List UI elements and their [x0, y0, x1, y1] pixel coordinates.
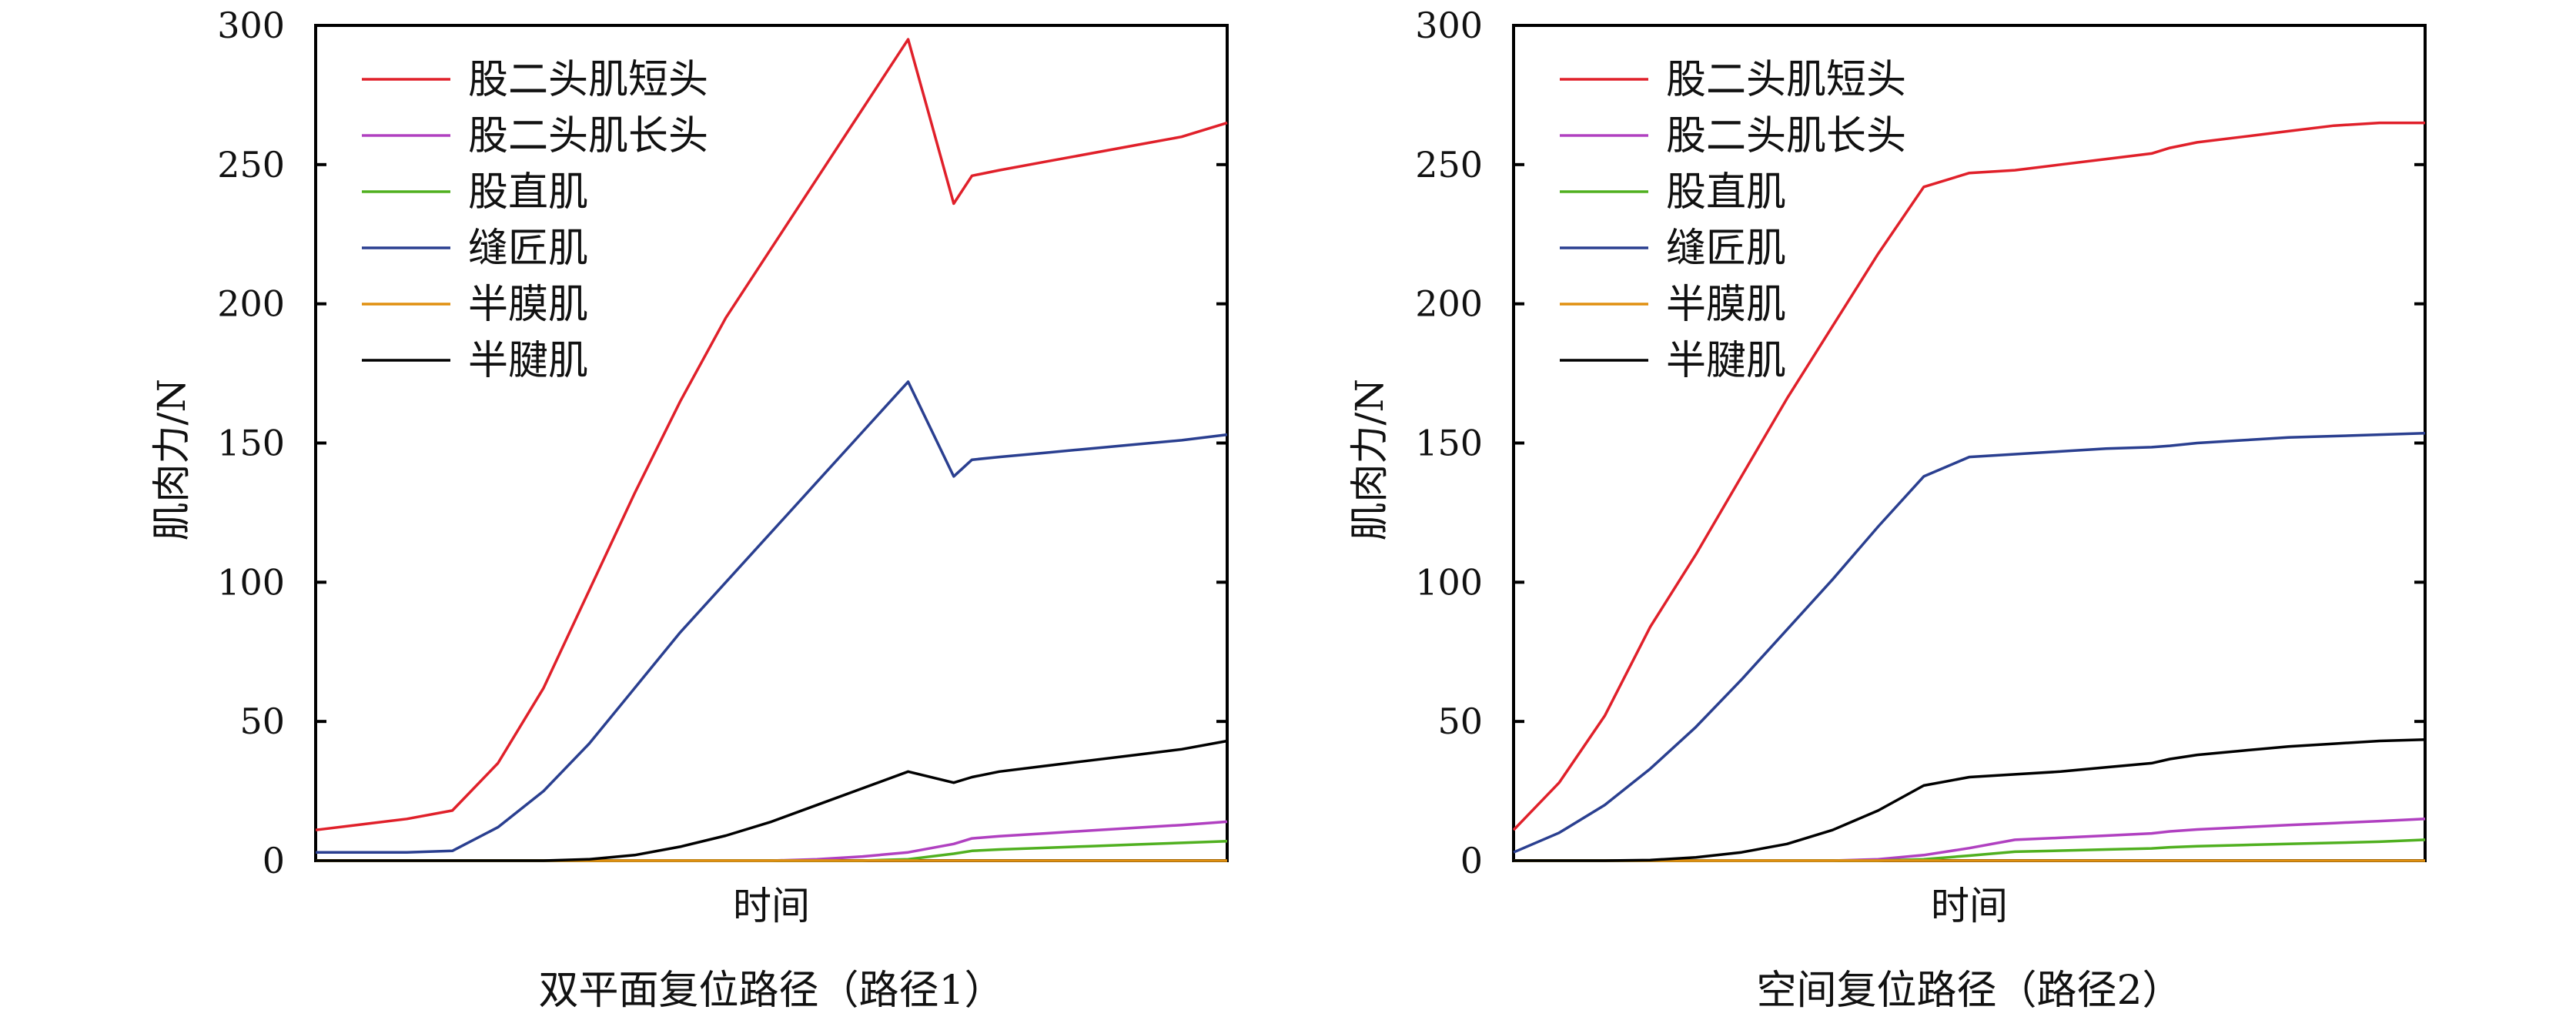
- y-tick-label: 50: [239, 701, 285, 742]
- y-axis-title: 肌肉力/N: [1347, 379, 1392, 541]
- y-tick-label: 0: [263, 840, 285, 881]
- chart-panel-path2: 0 50 100 150 200 250 300 股二头肌短头股二头肌长头股直肌缝匠肌半膜肌半…: [1347, 5, 2427, 1014]
- y-tick-label: 150: [1415, 423, 1483, 464]
- series-line-0: [315, 38, 1228, 831]
- y-tick-label: 300: [1415, 5, 1483, 46]
- legend-label-1: 股二头肌长头: [468, 113, 708, 159]
- y-tick-label: 250: [1415, 144, 1483, 186]
- legend-label-3: 缝匠肌: [468, 226, 588, 272]
- y-tick-label: 0: [1460, 840, 1483, 881]
- chart-panel-path1: 0 50 100 150 200 250 300 股二头肌短头股二头肌长头股直肌缝匠肌半膜肌半…: [149, 5, 1229, 1014]
- plot-frame: [1512, 24, 2427, 862]
- y-tick-label: 150: [217, 423, 285, 464]
- series-line-0: [1512, 121, 2425, 831]
- x-axis-title: 时间: [733, 884, 810, 928]
- legend-label-2: 股直肌: [468, 169, 588, 216]
- series-line-2: [1514, 838, 2426, 862]
- series-line-5: [1514, 737, 2426, 862]
- legend-label-2: 股直肌: [1666, 169, 1786, 216]
- legend-label-4: 半膜肌: [468, 282, 588, 328]
- y-tick-label: 50: [1437, 701, 1483, 742]
- legend-label-3: 缝匠肌: [1666, 226, 1786, 272]
- x-axis-title: 时间: [1931, 884, 2008, 928]
- y-tick-label: 100: [1415, 561, 1483, 603]
- legend-label-5: 半腱肌: [1666, 338, 1786, 384]
- legend-label-5: 半腱肌: [468, 338, 588, 384]
- legend-label-0: 股二头肌短头: [468, 57, 708, 103]
- legend-label-0: 股二头肌短头: [1666, 57, 1906, 103]
- y-tick-label: 100: [217, 561, 285, 603]
- series-line-3: [1513, 432, 2426, 854]
- panel-caption: 双平面复位路径（路径1）: [538, 968, 1004, 1014]
- series-line-3: [316, 380, 1228, 854]
- legend-label-1: 股二头肌长头: [1666, 113, 1906, 159]
- y-tick-label: 250: [217, 144, 285, 186]
- plot-frame: [314, 24, 1229, 862]
- panel-caption: 空间复位路径（路径2）: [1756, 968, 2182, 1014]
- y-tick-label: 200: [217, 283, 285, 325]
- series-line-1: [316, 820, 1228, 862]
- y-axis-title: 肌肉力/N: [149, 379, 194, 541]
- y-tick-label: 200: [1415, 283, 1483, 325]
- legend-label-4: 半膜肌: [1666, 282, 1786, 328]
- series-line-5: [316, 739, 1228, 862]
- y-tick-label: 300: [217, 5, 285, 46]
